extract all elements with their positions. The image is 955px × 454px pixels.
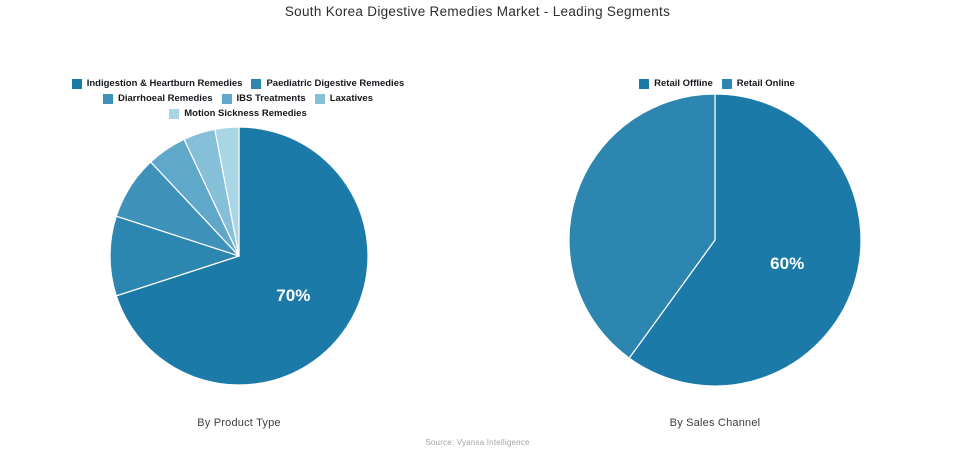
legend-swatch-icon [639, 78, 650, 89]
legend-label: IBS Treatments [236, 93, 306, 104]
pie-slice [115, 126, 369, 386]
legend-label: Retail Offline [654, 78, 713, 89]
legend-item: Indigestion & Heartburn Remedies [71, 78, 243, 89]
pie-slice [214, 126, 240, 257]
pie-slice-label: 70% [276, 286, 310, 305]
legend-label: Motion Sickness Remedies [184, 108, 307, 119]
legend-label: Retail Online [736, 78, 795, 89]
legend-item: Motion Sickness Remedies [169, 108, 307, 119]
pie-chart-sales-channel: 60% [568, 93, 862, 387]
legend-label: Paediatric Digestive Remedies [266, 78, 405, 89]
legend-item: Laxatives [314, 93, 373, 104]
caption-product-type: By Product Type [197, 417, 281, 429]
figure-title: South Korea Digestive Remedies Market - … [284, 4, 671, 19]
legend-swatch-icon [71, 78, 82, 89]
legend-label: Diarrhoeal Remedies [118, 93, 213, 104]
legend-row: Motion Sickness Remedies [169, 108, 307, 119]
pie-slice [628, 93, 862, 387]
caption-sales-channel: By Sales Channel [669, 417, 761, 429]
legend-row: Indigestion & Heartburn Remedies Paediatr… [71, 78, 404, 89]
legend-row: Retail Offline Retail Online [639, 78, 795, 89]
legend-label: Laxatives [329, 93, 373, 104]
legend-swatch-icon [221, 93, 232, 104]
legend-item: Paediatric Digestive Remedies [251, 78, 404, 89]
legend-swatch-icon [103, 93, 113, 104]
legend-label: Indigestion & Heartburn Remedies [86, 78, 243, 89]
legend-item: Retail Online [721, 78, 795, 89]
pie-slice [109, 215, 240, 297]
pie-chart-product-type: 70% [109, 126, 369, 386]
pie-slice [568, 93, 716, 359]
legend-swatch-icon [314, 93, 325, 104]
legend-item: Retail Offline [639, 78, 713, 89]
legend-sales-channel: Retail Offline Retail Online [530, 78, 904, 89]
legend-swatch-icon [721, 78, 732, 89]
legend-item: IBS Treatments [221, 93, 306, 104]
legend-swatch-icon [169, 108, 180, 119]
legend-row: Diarrhoeal Remedies IBS Treatments Laxativ… [103, 93, 373, 104]
pie-slice-label: 60% [770, 254, 804, 273]
legend-item: Diarrhoeal Remedies [103, 93, 213, 104]
legend-swatch-icon [251, 78, 262, 89]
legend-product-type: Indigestion & Heartburn Remedies Paediatr… [38, 78, 438, 119]
source-note: Source: Vyansa Intelligence [425, 438, 530, 447]
